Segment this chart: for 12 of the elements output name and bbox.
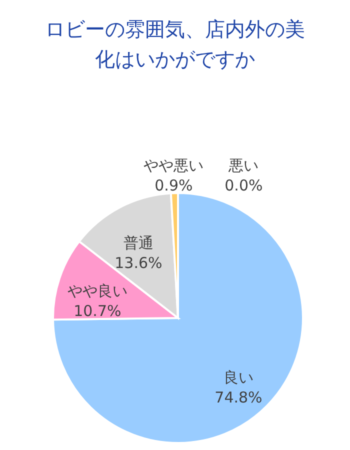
data-label: 10.7% xyxy=(74,302,122,320)
text: 0.0% xyxy=(224,176,263,194)
slice-label: 良い xyxy=(223,368,254,387)
data-label: 13.6% xyxy=(114,254,162,272)
category-label: 悪い xyxy=(228,156,259,174)
slice-label: やや良い xyxy=(67,282,128,300)
data-label: 0.9% xyxy=(154,176,193,195)
slice-label: 普通 xyxy=(123,234,154,252)
data-label: 74.8% xyxy=(214,388,262,407)
pie-slice xyxy=(52,192,304,444)
slice-label: やや悪い xyxy=(144,156,204,175)
chart-title: ロビーの雰囲気、店内外の美化はいかがですか xyxy=(45,16,305,73)
